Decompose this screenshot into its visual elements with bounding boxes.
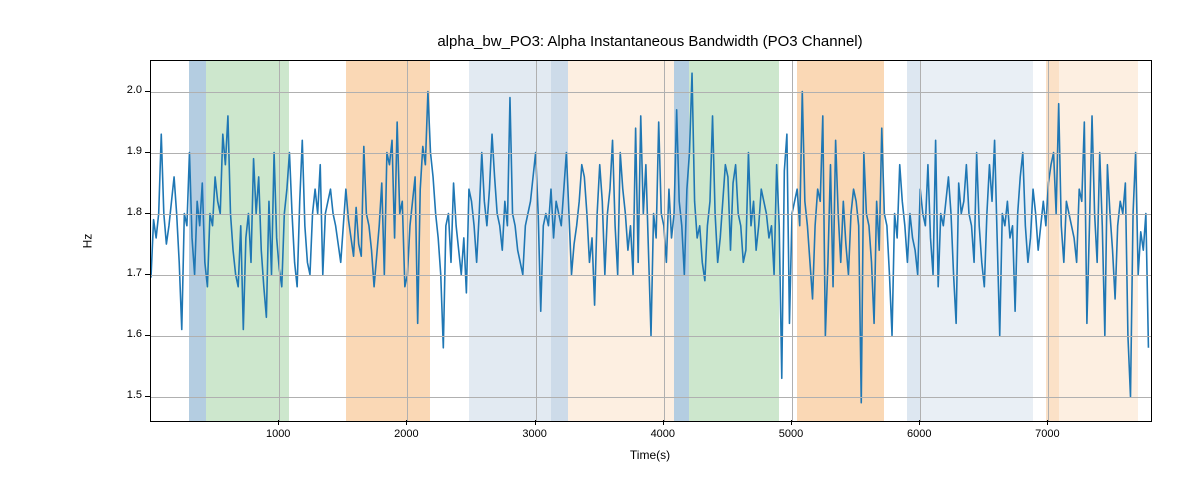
y-tick-label: 1.8 xyxy=(127,206,142,218)
gridline-vertical xyxy=(920,61,921,421)
gridline-vertical xyxy=(792,61,793,421)
y-tick xyxy=(145,213,150,214)
x-axis-label: Time(s) xyxy=(150,448,1150,462)
x-tick-label: 1000 xyxy=(260,428,296,440)
y-tick-label: 1.7 xyxy=(127,267,142,279)
y-tick xyxy=(145,152,150,153)
gridline-vertical xyxy=(279,61,280,421)
gridline-vertical xyxy=(536,61,537,421)
gridline-horizontal xyxy=(151,336,1151,337)
x-tick xyxy=(278,420,279,425)
y-tick-label: 1.5 xyxy=(127,389,142,401)
x-tick-label: 3000 xyxy=(517,428,553,440)
y-tick xyxy=(145,91,150,92)
x-tick xyxy=(1047,420,1048,425)
y-tick-label: 1.6 xyxy=(127,328,142,340)
x-tick-label: 2000 xyxy=(388,428,424,440)
gridline-horizontal xyxy=(151,397,1151,398)
y-tick-label: 2.0 xyxy=(127,84,142,96)
line-series xyxy=(151,61,1151,421)
figure: alpha_bw_PO3: Alpha Instantaneous Bandwi… xyxy=(0,0,1200,500)
x-tick xyxy=(406,420,407,425)
gridline-vertical xyxy=(1048,61,1049,421)
y-tick-label: 1.9 xyxy=(127,145,142,157)
gridline-horizontal xyxy=(151,92,1151,93)
x-tick xyxy=(663,420,664,425)
gridline-horizontal xyxy=(151,275,1151,276)
chart-title: alpha_bw_PO3: Alpha Instantaneous Bandwi… xyxy=(150,33,1150,50)
gridline-vertical xyxy=(664,61,665,421)
x-tick-label: 4000 xyxy=(645,428,681,440)
y-tick xyxy=(145,335,150,336)
x-tick xyxy=(535,420,536,425)
gridline-vertical xyxy=(407,61,408,421)
y-tick xyxy=(145,396,150,397)
x-tick-label: 5000 xyxy=(773,428,809,440)
y-tick xyxy=(145,274,150,275)
gridline-horizontal xyxy=(151,214,1151,215)
plot-area xyxy=(150,60,1152,422)
y-axis-label: Hz xyxy=(80,234,94,249)
x-tick xyxy=(919,420,920,425)
x-tick xyxy=(791,420,792,425)
x-tick-label: 6000 xyxy=(901,428,937,440)
gridline-horizontal xyxy=(151,153,1151,154)
series-line xyxy=(151,73,1148,402)
x-tick-label: 7000 xyxy=(1029,428,1065,440)
